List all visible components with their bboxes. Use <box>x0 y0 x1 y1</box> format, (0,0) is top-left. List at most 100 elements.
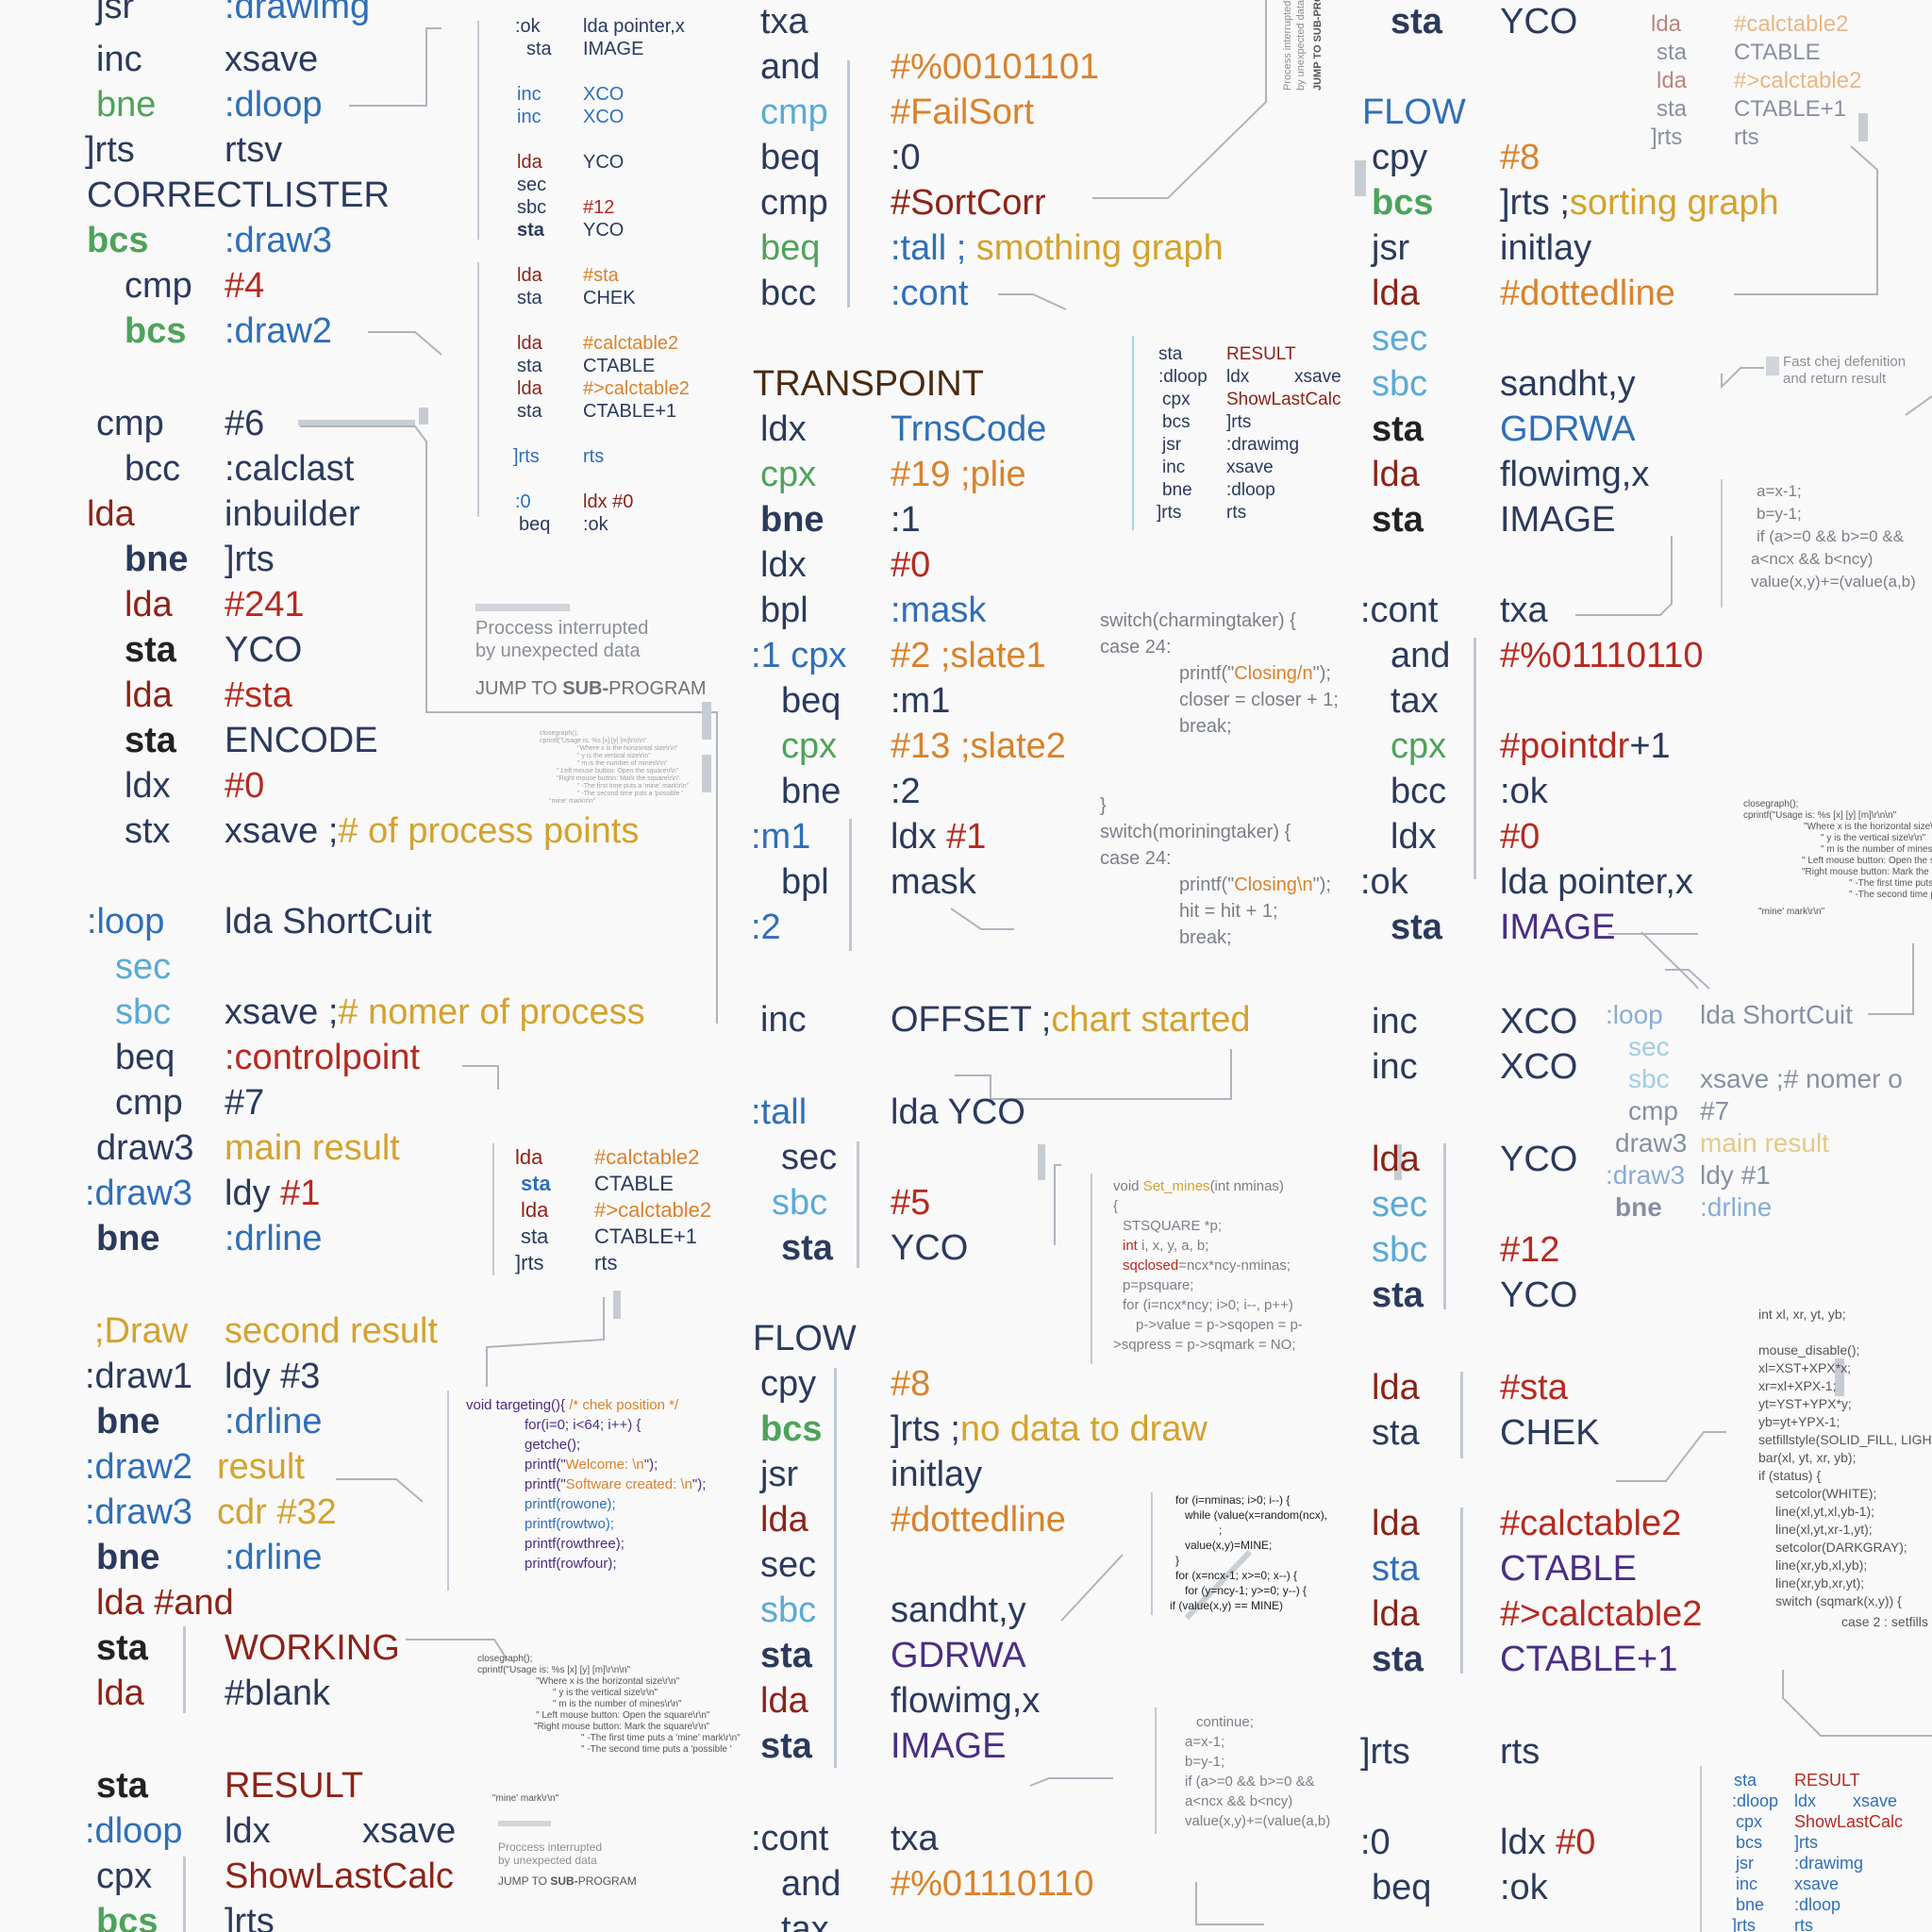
code-token: ldy #1 <box>1700 1160 1771 1190</box>
code-token: lda <box>1372 1140 1420 1179</box>
code-line: bne:drline <box>96 1540 323 1575</box>
code-token: draw3 <box>1615 1128 1688 1158</box>
code-line: sta CTABLE <box>517 357 655 375</box>
code-token: bcs <box>760 1409 823 1449</box>
code-token: CTABLE <box>1734 40 1821 65</box>
code-line: sta IMAGE <box>760 1728 1006 1764</box>
code-token: a<ncx && b<ncy) <box>1185 1793 1293 1809</box>
code-line: cpx ShowLastCalc <box>1162 391 1341 408</box>
code-token: xsave <box>362 1811 457 1851</box>
code-token: and <box>760 47 821 87</box>
code-token: ldx <box>1391 817 1437 857</box>
code-token: lda pointer,x <box>583 16 685 37</box>
code-token: ldx <box>125 766 171 806</box>
code-token: case 24: <box>1100 848 1172 869</box>
code-token: yb=yt+YPX-1; <box>1758 1414 1840 1429</box>
code-token: :ok <box>1500 1868 1548 1907</box>
code-token: CHEK <box>1500 1413 1600 1453</box>
code-token: " y is the vertical size\r\n" <box>577 753 651 759</box>
code-token: lda <box>517 152 542 173</box>
code-token: #SortCorr <box>891 183 1046 223</box>
code-token: OFFSET ; <box>891 1000 1052 1040</box>
code-token: #dottedline <box>1500 274 1675 313</box>
code-token: inc <box>517 84 541 105</box>
code-token: :2 <box>891 772 921 811</box>
code-token: XCO <box>583 84 625 105</box>
code-token: b=y-1; <box>1185 1754 1225 1770</box>
code-token: bne <box>1736 1895 1765 1914</box>
code-token: :draw3 <box>85 1174 193 1213</box>
code-line: sta RESULT <box>1158 345 1296 363</box>
divider <box>1721 479 1723 608</box>
code-line: sta CHEK <box>517 289 636 308</box>
code-token: #13 ;slate2 <box>891 726 1066 766</box>
code-line: jsr:drawimg <box>1162 436 1299 454</box>
code-line: sec <box>115 949 225 985</box>
code-token: bcs <box>1162 412 1191 432</box>
code-token: printf(" <box>525 1476 566 1492</box>
code-token: inc <box>1372 1047 1418 1087</box>
code-token: "); <box>643 1457 658 1473</box>
code-token: WORKING <box>225 1628 400 1668</box>
code-token: closegraph(); <box>477 1654 533 1664</box>
code-token: YCO <box>1500 1140 1578 1179</box>
code-token: xsave <box>1226 458 1274 477</box>
code-line: int i, x, y, a, b; <box>1123 1239 1208 1253</box>
code-token: :ok <box>1500 772 1548 811</box>
code-token: stx <box>125 811 171 851</box>
code-token: lda <box>517 265 542 286</box>
code-line: bcs]rts <box>96 1904 275 1932</box>
divider <box>857 1141 859 1268</box>
code-line: sta IMAGE <box>526 40 643 58</box>
code-token: ;Draw <box>94 1311 189 1351</box>
code-token: :dloop <box>1732 1791 1779 1810</box>
code-token: #calctable2 <box>594 1145 700 1169</box>
code-token: :draw2 <box>225 311 333 351</box>
code-token: sec <box>1628 1032 1670 1061</box>
code-line: txa <box>760 4 891 40</box>
code-line: and #%01110110 <box>781 1866 1094 1902</box>
divider <box>1700 1766 1702 1932</box>
code-token: #sta <box>583 265 619 286</box>
code-token: cpy <box>760 1364 817 1404</box>
code-line: ]rts rts <box>515 1253 617 1274</box>
code-token: "mine' mark\r\n" <box>1758 907 1825 917</box>
code-token: bne <box>96 1538 160 1577</box>
divider <box>183 1626 186 1713</box>
code-line: void targeting(){ /* chek position */ <box>466 1398 678 1412</box>
code-token: :ok <box>515 16 541 37</box>
code-token: lda <box>521 1198 549 1222</box>
code-line: jsr initlay <box>760 1457 982 1492</box>
code-token: CTABLE+1 <box>1734 96 1846 122</box>
code-token: :draw3 <box>1606 1160 1686 1190</box>
code-token: =ncx*ncy-nminas; <box>1178 1257 1291 1274</box>
code-token: printf(" <box>1179 874 1235 895</box>
code-line: and #%01110110 <box>1391 638 1704 674</box>
code-token: :loop <box>1606 1000 1663 1029</box>
code-token: +1 <box>1629 726 1671 766</box>
code-line: lda #>calctable2 <box>1372 1596 1702 1632</box>
code-line: sta YCO <box>125 632 302 668</box>
code-line: :draw3 ldy #1 <box>1606 1162 1771 1189</box>
code-token: #7 <box>1700 1096 1730 1125</box>
code-token: if (value(x,y) == MINE) <box>1170 1599 1284 1612</box>
code-line: sta CTABLE+1 <box>1657 98 1846 121</box>
code-line: :loop lda ShortCuit <box>1606 1002 1853 1028</box>
code-token: sta <box>781 1228 833 1268</box>
code-line: bpl mask <box>781 864 976 900</box>
code-token: #12 <box>583 197 615 218</box>
code-token: rts <box>1500 1732 1541 1772</box>
divider <box>834 1368 837 1768</box>
code-token: ENCODE <box>225 721 378 760</box>
code-token: :1 cpx <box>751 636 847 675</box>
code-line: :dloop ldx xsave <box>1158 368 1341 386</box>
code-token: cprintf("Usage is: %s [x] [y] [m]\r\n\n" <box>540 738 647 744</box>
code-token: ]rts <box>1360 1732 1410 1772</box>
code-token: bne <box>125 540 189 579</box>
divider <box>847 60 850 308</box>
code-line: cpy #8 <box>760 1366 930 1402</box>
code-token: sec <box>115 947 172 987</box>
code-token: for (x=ncx-1; x>=0; x--) { <box>1175 1569 1298 1582</box>
code-line: ]rts rts <box>1157 504 1246 522</box>
code-line: ;Draw second result <box>94 1313 438 1349</box>
